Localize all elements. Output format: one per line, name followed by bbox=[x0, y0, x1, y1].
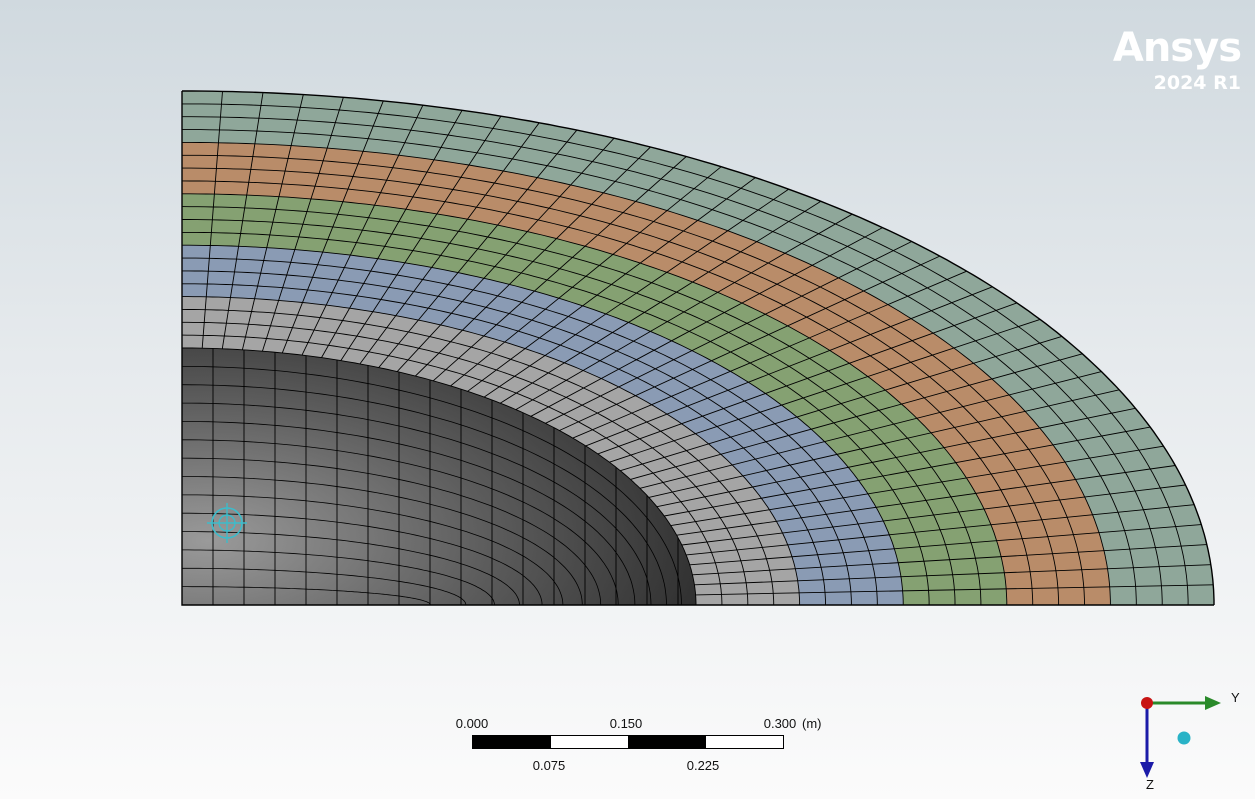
mesh-spoke-line bbox=[585, 286, 993, 447]
mesh-spoke-line bbox=[648, 389, 1120, 498]
core-region bbox=[182, 348, 696, 605]
mesh-spoke-line bbox=[467, 177, 756, 392]
scale-segment bbox=[628, 736, 706, 748]
core-layer-line bbox=[182, 512, 543, 605]
mesh-spoke-line bbox=[597, 302, 1018, 455]
mesh-spoke-line bbox=[656, 407, 1136, 508]
mesh-spoke-line bbox=[221, 92, 264, 349]
triad-y-label: Y bbox=[1231, 690, 1240, 705]
mesh-spoke-line bbox=[670, 445, 1164, 527]
core-layer-line bbox=[181, 421, 636, 606]
mesh-spoke-line bbox=[695, 584, 1214, 596]
core-layer-line bbox=[182, 549, 495, 606]
core-layer-line bbox=[182, 366, 682, 606]
mesh-spoke-line bbox=[530, 227, 883, 417]
mesh-spoke-line bbox=[201, 91, 223, 349]
ansys-logo: Ansys 2024 R1 bbox=[1112, 25, 1242, 94]
mesh-spoke-line bbox=[681, 484, 1186, 546]
mesh-spoke-line bbox=[620, 335, 1063, 472]
triad-iso-sphere-icon[interactable] bbox=[1177, 731, 1191, 745]
core-layer-line bbox=[182, 494, 564, 606]
scale-tick-0: 0.000 bbox=[455, 716, 489, 731]
mesh-spoke-line bbox=[499, 200, 822, 404]
core-layer-line bbox=[181, 384, 667, 606]
core-layer-line bbox=[182, 402, 652, 606]
scale-tick-225: 0.225 bbox=[686, 758, 720, 773]
mesh-band-2 bbox=[182, 245, 904, 605]
mesh-spoke-line bbox=[450, 166, 722, 387]
mesh-spoke-line bbox=[432, 156, 687, 382]
triad-z-axis bbox=[1140, 703, 1154, 778]
mesh-spoke-line bbox=[301, 105, 424, 356]
mesh-spoke-line bbox=[241, 94, 304, 350]
mesh-spoke-line bbox=[639, 371, 1102, 489]
mesh-spoke-line bbox=[359, 122, 540, 365]
mesh-band-5 bbox=[182, 91, 1214, 605]
model-outline bbox=[181, 91, 1214, 606]
coordinate-system-marker[interactable] bbox=[207, 503, 247, 543]
mesh-spoke-line bbox=[692, 544, 1207, 576]
mesh-spoke-line bbox=[321, 110, 463, 358]
triad-x-axis-icon bbox=[1141, 697, 1153, 709]
core-layer-line bbox=[182, 439, 619, 606]
logo-brand: Ansys bbox=[1112, 25, 1242, 71]
scale-unit: (m) bbox=[802, 716, 822, 731]
core-layer-line bbox=[182, 476, 583, 606]
mesh-spoke-line bbox=[664, 426, 1151, 517]
mesh-spoke-line bbox=[281, 100, 384, 354]
mesh-spoke-line bbox=[415, 146, 651, 377]
scale-segment bbox=[550, 736, 628, 748]
core-layer-line bbox=[182, 586, 431, 606]
scale-tick-300: 0.300 bbox=[763, 716, 797, 731]
mesh-spoke-line bbox=[676, 465, 1176, 536]
mesh-spoke-line bbox=[694, 564, 1211, 586]
inner-elliptical-region bbox=[182, 348, 696, 605]
mesh-bands bbox=[182, 91, 1214, 606]
triad-y-axis bbox=[1147, 696, 1221, 710]
mesh-spoke-line bbox=[515, 213, 853, 410]
scale-segment bbox=[473, 736, 551, 748]
mesh-spoke-line bbox=[545, 241, 912, 424]
mesh-spoke-line bbox=[261, 97, 344, 352]
mesh-band-4 bbox=[182, 142, 1111, 605]
scale-tick-75: 0.075 bbox=[532, 758, 566, 773]
mesh-spoke-line bbox=[396, 137, 615, 372]
triad[interactable] bbox=[1140, 696, 1221, 778]
triad-z-label: Z bbox=[1146, 777, 1154, 792]
mesh-spoke-line bbox=[686, 504, 1195, 556]
core-layer-line bbox=[182, 531, 520, 606]
core-layer-line bbox=[182, 567, 467, 605]
mesh-spoke-line bbox=[609, 318, 1041, 463]
mesh-spoke-line bbox=[630, 353, 1083, 480]
mesh-spoke-line bbox=[559, 255, 940, 431]
mesh-spoke-line bbox=[483, 188, 789, 398]
scale-tick-150: 0.150 bbox=[609, 716, 643, 731]
mesh-spoke-line bbox=[572, 270, 967, 439]
scale-bar bbox=[472, 735, 784, 749]
logo-version: 2024 R1 bbox=[1153, 72, 1241, 94]
core-layer-line bbox=[181, 457, 602, 606]
scale-segment bbox=[705, 736, 783, 748]
mesh-spoke-line bbox=[689, 524, 1202, 566]
mesh-band-1 bbox=[182, 296, 800, 605]
mesh-lines bbox=[181, 90, 1215, 606]
mesh-spoke-line bbox=[378, 129, 578, 368]
mesh-spoke-line bbox=[340, 115, 502, 361]
